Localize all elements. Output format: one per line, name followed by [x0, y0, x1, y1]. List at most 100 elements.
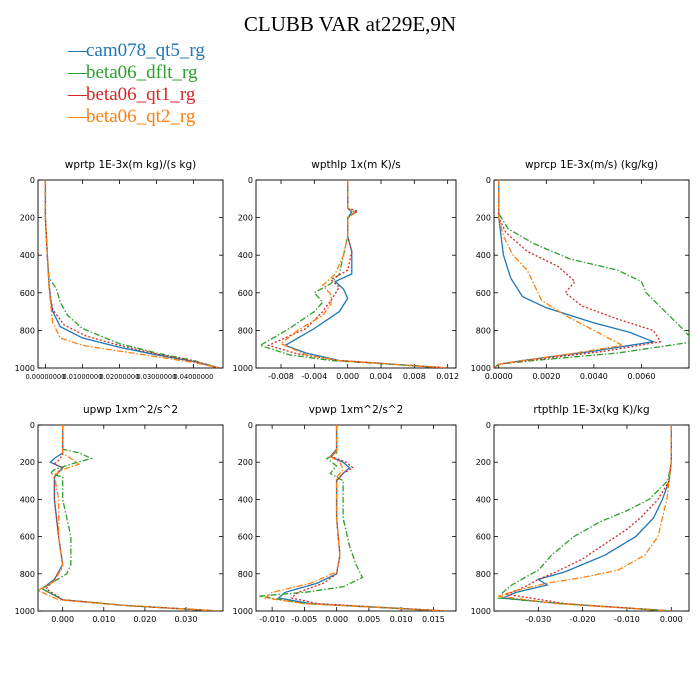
- series-line-beta06_qt2_rg: [279, 180, 448, 368]
- y-tick-label: 0: [248, 421, 253, 430]
- legend-item-cam078: —cam078_qt5_rg: [68, 40, 205, 62]
- series-line-beta06_qt1_rg: [504, 425, 672, 611]
- plot-frame: [255, 179, 457, 369]
- series-line-beta06_dflt_rg: [40, 425, 219, 611]
- y-tick-label: 1000: [233, 607, 253, 616]
- y-tick-label: 400: [476, 495, 491, 504]
- series-line-beta06_qt2_rg: [44, 180, 220, 368]
- series-line-beta06_qt2_rg: [498, 425, 672, 611]
- x-tick-label: -0.030: [525, 615, 551, 624]
- subplot-6: rtpthlp 1E-3x(kg K)/kg 0 200 400 600 800 1000 -…: [471, 404, 690, 624]
- x-tick-label: -0.005: [291, 615, 317, 624]
- y-tick-label: 400: [238, 251, 253, 260]
- y-tick-label: 600: [476, 289, 491, 298]
- y-tick-label: 200: [476, 458, 491, 467]
- y-tick-label: 200: [238, 458, 253, 467]
- x-tick-label: 0.0040: [580, 372, 608, 381]
- series-line-cam078_qt5_rg: [283, 180, 448, 368]
- legend-item-beta06-dflt: —beta06_dflt_rg: [68, 62, 198, 84]
- legend-item-beta06-qt1: —beta06_qt1_rg: [68, 84, 195, 106]
- subplot-title: vpwp 1xm^2/s^2: [309, 404, 404, 416]
- plot-frame: [37, 179, 224, 369]
- x-tick-label: 0.000: [325, 615, 348, 624]
- x-tick-label: 0.000: [660, 615, 683, 624]
- legend-item-beta06-qt2: —beta06_qt2_rg: [68, 106, 195, 128]
- y-tick-label: 800: [238, 326, 253, 335]
- y-tick-label: 600: [20, 533, 35, 542]
- y-tick-label: 1000: [15, 364, 35, 373]
- series-line-cam078_qt5_rg: [40, 425, 219, 611]
- y-tick-label: 0: [248, 176, 253, 185]
- figure-title: CLUBB VAR at229E,9N: [243, 12, 457, 36]
- plot-frame: [493, 179, 690, 369]
- x-tick-label: 0.012: [436, 372, 459, 381]
- y-tick-label: 1000: [471, 607, 491, 616]
- x-tick-label: 0.004: [370, 372, 393, 381]
- x-tick-label: 0.01000000: [62, 373, 102, 381]
- x-tick-label: -0.010: [614, 615, 640, 624]
- x-tick-label: 0.0020: [532, 372, 560, 381]
- y-tick-label: 1000: [15, 607, 35, 616]
- series-line-beta06_dflt_rg: [494, 180, 689, 368]
- y-tick-label: 600: [238, 289, 253, 298]
- legend-label: beta06_dflt_rg: [86, 62, 198, 83]
- y-tick-label: 400: [20, 495, 35, 504]
- y-tick-label: 1000: [471, 364, 491, 373]
- legend-swatch: —: [68, 106, 87, 127]
- legend-swatch: —: [68, 84, 87, 105]
- series-line-beta06_dflt_rg: [258, 180, 448, 368]
- x-tick-label: 0.005: [357, 615, 380, 624]
- x-tick-label: 0.015: [422, 615, 445, 624]
- x-tick-label: -0.020: [570, 615, 596, 624]
- y-tick-label: 200: [238, 214, 253, 223]
- series-line-beta06_qt1_rg: [266, 180, 448, 368]
- subplot-5: vpwp 1xm^2/s^2 0 200 400 600 800 1000 -0.010 -0.…: [233, 404, 457, 624]
- x-tick-label: 0.030: [175, 615, 198, 624]
- legend-swatch: —: [68, 62, 87, 83]
- series-line-beta06_qt2_rg: [38, 425, 219, 611]
- x-tick-label: 0.010: [92, 615, 115, 624]
- y-tick-label: 600: [20, 289, 35, 298]
- subplot-3: wprcp 1E-3x(m/s) (kg/kg) 0 200 400 600 800 100…: [471, 159, 690, 381]
- plot-frame: [255, 424, 457, 612]
- x-tick-label: 0.0000: [485, 372, 513, 381]
- x-tick-label: 0.02000000: [99, 373, 139, 381]
- legend-label: cam078_qt5_rg: [86, 40, 205, 61]
- series-line-cam078_qt5_rg: [44, 180, 220, 368]
- y-tick-label: 800: [476, 570, 491, 579]
- y-tick-label: 800: [476, 326, 491, 335]
- x-tick-label: -0.010: [259, 615, 285, 624]
- series-line-beta06_qt1_rg: [44, 180, 220, 368]
- series-line-cam078_qt5_rg: [277, 425, 447, 611]
- x-tick-label: -0.004: [301, 372, 327, 381]
- series-line-beta06_qt1_rg: [45, 425, 219, 611]
- legend-swatch: —: [68, 40, 87, 61]
- y-tick-label: 200: [20, 458, 35, 467]
- y-tick-label: 800: [20, 326, 35, 335]
- y-tick-label: 400: [238, 495, 253, 504]
- subplot-title: wprtp 1E-3x(m kg)/(s kg): [65, 159, 196, 171]
- x-tick-label: 0.0060: [627, 372, 655, 381]
- x-tick-label: 0.020: [133, 615, 156, 624]
- y-tick-label: 0: [30, 421, 35, 430]
- x-tick-label: 0.008: [403, 372, 426, 381]
- subplot-title: upwp 1xm^2/s^2: [83, 404, 178, 416]
- y-tick-label: 600: [238, 533, 253, 542]
- plot-frame: [493, 424, 690, 612]
- y-tick-label: 0: [486, 176, 491, 185]
- x-tick-label: 0.010: [390, 615, 413, 624]
- x-tick-label: 0.04000000: [173, 373, 213, 381]
- x-tick-label: 0.00000000: [25, 373, 65, 381]
- plot-frame: [37, 424, 224, 612]
- x-tick-label: 0.000: [336, 372, 359, 381]
- series-line-beta06_qt1_rg: [494, 180, 662, 368]
- y-tick-label: 800: [20, 570, 35, 579]
- y-tick-label: 600: [476, 533, 491, 542]
- y-tick-label: 0: [486, 421, 491, 430]
- y-tick-label: 200: [20, 214, 35, 223]
- y-tick-label: 1000: [233, 364, 253, 373]
- y-tick-label: 400: [20, 251, 35, 260]
- legend-label: beta06_qt1_rg: [86, 84, 196, 105]
- subplot-4: upwp 1xm^2/s^2 0 200 400 600 800 1000 0.000 0.01…: [15, 404, 224, 624]
